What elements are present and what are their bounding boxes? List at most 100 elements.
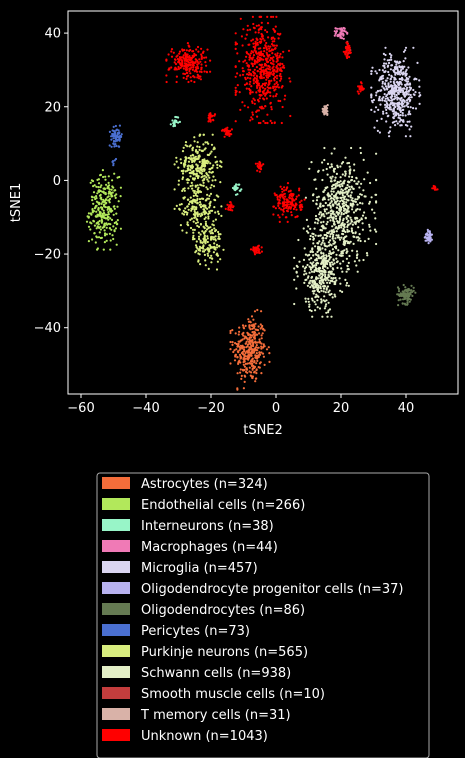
- data-point: [264, 29, 267, 32]
- data-point: [190, 217, 193, 220]
- data-point: [237, 183, 240, 186]
- data-point: [296, 265, 299, 268]
- data-point: [395, 63, 398, 66]
- data-point: [109, 223, 112, 226]
- data-point: [314, 178, 317, 181]
- data-point: [321, 241, 324, 244]
- data-point: [287, 49, 291, 52]
- data-point: [317, 169, 320, 172]
- data-point: [325, 107, 329, 110]
- data-point: [202, 133, 205, 136]
- data-point: [178, 52, 181, 55]
- data-point: [355, 177, 358, 180]
- data-point: [385, 87, 388, 90]
- data-point: [318, 213, 321, 216]
- data-point: [337, 213, 340, 216]
- data-point: [195, 167, 198, 171]
- data-point: [207, 180, 210, 183]
- data-point: [312, 193, 315, 196]
- data-point: [348, 169, 351, 172]
- data-point: [236, 372, 239, 375]
- data-point: [191, 205, 194, 208]
- data-point: [301, 205, 304, 209]
- data-point: [245, 33, 248, 36]
- data-point: [208, 230, 211, 233]
- data-point: [327, 301, 330, 304]
- data-point: [209, 152, 212, 155]
- data-point: [314, 221, 317, 224]
- data-point: [183, 62, 187, 65]
- data-point: [104, 199, 107, 202]
- data-point: [203, 253, 206, 256]
- data-point: [252, 97, 255, 100]
- data-point: [404, 123, 407, 127]
- data-point: [256, 61, 259, 64]
- data-point: [275, 193, 278, 197]
- data-point: [203, 159, 206, 162]
- data-point: [108, 227, 111, 230]
- data-point: [317, 242, 320, 245]
- data-point: [320, 301, 323, 304]
- data-point: [105, 233, 108, 236]
- data-point: [324, 273, 327, 276]
- data-point: [189, 67, 192, 70]
- data-point: [297, 194, 300, 197]
- data-point: [257, 82, 260, 85]
- data-point: [292, 207, 295, 211]
- data-point: [361, 202, 364, 205]
- data-point: [212, 164, 215, 167]
- data-point: [254, 40, 257, 43]
- data-point: [249, 89, 252, 92]
- data-point: [102, 175, 105, 179]
- data-point: [349, 240, 352, 243]
- data-point: [255, 248, 258, 251]
- data-point: [291, 199, 294, 202]
- data-point: [115, 212, 118, 215]
- data-point: [315, 259, 318, 262]
- data-point: [245, 82, 248, 85]
- data-point: [336, 220, 339, 223]
- data-point: [203, 178, 206, 181]
- data-point: [363, 178, 366, 181]
- data-point: [356, 198, 359, 201]
- data-point: [340, 236, 343, 239]
- data-point: [307, 231, 310, 234]
- data-point: [429, 239, 432, 242]
- data-point: [346, 221, 349, 224]
- data-point: [315, 293, 318, 296]
- data-point: [260, 250, 263, 253]
- data-point: [211, 166, 214, 169]
- data-point: [328, 308, 332, 311]
- data-point: [305, 278, 308, 281]
- data-point: [251, 357, 254, 360]
- data-point: [179, 62, 182, 65]
- data-point: [188, 64, 191, 67]
- data-point: [232, 205, 235, 208]
- data-point: [110, 138, 113, 141]
- data-point: [316, 222, 319, 225]
- data-point: [309, 261, 312, 264]
- data-point: [193, 237, 196, 241]
- data-point: [312, 280, 315, 283]
- data-point: [333, 282, 336, 286]
- data-point: [195, 212, 198, 215]
- data-point: [214, 218, 217, 221]
- data-point: [262, 37, 265, 40]
- data-point: [243, 358, 246, 361]
- data-point: [325, 254, 328, 257]
- data-point: [253, 49, 256, 52]
- data-point: [407, 77, 410, 80]
- data-point: [235, 42, 239, 46]
- data-point: [331, 296, 334, 299]
- data-point: [192, 198, 195, 201]
- data-point: [234, 93, 237, 96]
- data-point: [332, 190, 335, 193]
- data-point: [179, 224, 182, 227]
- data-point: [86, 215, 89, 218]
- data-point: [109, 248, 112, 251]
- data-point: [332, 239, 335, 242]
- data-point: [255, 344, 258, 347]
- data-point: [185, 49, 188, 52]
- data-point: [330, 261, 333, 264]
- data-point: [328, 252, 331, 255]
